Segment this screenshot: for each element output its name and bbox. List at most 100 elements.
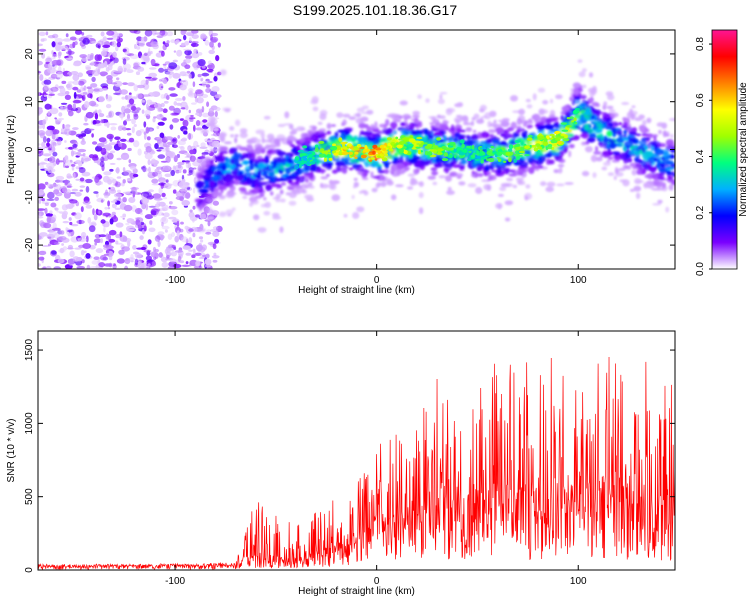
signal-blob (531, 162, 536, 170)
noise-blob (207, 80, 213, 84)
signal-blob (608, 142, 617, 149)
signal-core-blob (347, 143, 353, 147)
noise-blob (69, 250, 75, 258)
signal-blob (220, 188, 224, 194)
signal-blob (614, 167, 619, 174)
signal-blob (663, 152, 671, 160)
noise-blob (180, 146, 185, 151)
signal-blob (607, 172, 615, 177)
noise-blob (71, 188, 79, 192)
signal-blob (232, 154, 240, 162)
noise-blob (73, 91, 77, 99)
noise-blob (124, 258, 131, 265)
signal-core-blob (360, 154, 367, 158)
noise-blob (180, 221, 184, 225)
signal-blob (331, 124, 336, 127)
noise-blob (38, 213, 42, 217)
noise-blob (86, 34, 93, 38)
noise-blob (61, 243, 64, 246)
noise-blob (189, 149, 196, 155)
signal-blob (666, 170, 672, 176)
signal-blob (307, 181, 313, 187)
noise-blob (207, 64, 213, 69)
signal-blob (260, 132, 265, 139)
noise-blob (151, 158, 156, 164)
signal-blob (234, 161, 240, 165)
noise-blob (185, 252, 192, 256)
signal-blob (218, 211, 227, 217)
noise-blob (38, 216, 44, 219)
signal-blob (489, 122, 497, 127)
signal-blob (592, 120, 603, 125)
noise-blob (132, 251, 140, 255)
noise-blob (153, 103, 163, 109)
noise-blob (113, 92, 121, 96)
noise-blob (191, 254, 196, 258)
noise-blob (88, 100, 97, 107)
signal-blob (395, 184, 404, 188)
signal-blob (608, 151, 613, 156)
top-xtick-label: 0 (374, 275, 380, 286)
signal-core-blob (374, 158, 378, 161)
signal-core-blob (433, 149, 437, 154)
signal-blob (340, 132, 346, 140)
signal-blob (447, 186, 452, 192)
noise-blob (96, 209, 103, 216)
signal-blob (658, 129, 662, 135)
noise-blob (58, 236, 67, 241)
noise-blob (72, 103, 77, 110)
signal-blob (357, 170, 367, 175)
noise-blob (140, 221, 145, 226)
signal-blob (524, 130, 528, 135)
signal-core-blob (572, 110, 578, 115)
noise-blob (205, 84, 211, 88)
signal-blob (287, 186, 295, 190)
noise-blob (59, 247, 65, 254)
signal-blob (652, 134, 659, 138)
noise-blob (180, 236, 188, 243)
noise-blob (195, 127, 203, 131)
signal-blob (526, 104, 533, 109)
signal-blob (534, 165, 540, 172)
signal-blob (481, 179, 490, 182)
noise-blob (120, 138, 127, 142)
noise-blob (126, 113, 131, 120)
noise-blob (91, 260, 99, 265)
top-xtick-label: 100 (570, 275, 587, 286)
noise-blob (85, 186, 90, 193)
signal-core-blob (527, 137, 533, 141)
noise-blob (205, 78, 210, 82)
noise-blob (200, 252, 206, 259)
signal-core-blob (330, 146, 338, 151)
signal-blob (434, 122, 443, 129)
noise-blob (129, 98, 135, 105)
noise-blob (105, 66, 110, 72)
noise-blob (43, 222, 52, 229)
noise-blob (207, 150, 211, 154)
noise-blob (171, 209, 179, 216)
signal-core-blob (537, 146, 543, 150)
signal-blob (264, 201, 272, 208)
noise-blob (65, 57, 74, 60)
noise-blob (55, 158, 60, 165)
signal-blob (336, 112, 344, 118)
signal-blob (413, 117, 419, 124)
noise-blob (46, 198, 55, 201)
noise-blob (169, 124, 174, 130)
noise-blob (124, 265, 129, 269)
noise-blob (130, 254, 134, 260)
signal-blob (642, 152, 646, 159)
signal-blob (385, 119, 390, 126)
noise-blob (193, 177, 197, 184)
signal-blob (253, 214, 260, 221)
noise-blob (108, 238, 116, 243)
signal-blob (288, 123, 294, 130)
noise-blob (141, 202, 147, 210)
noise-blob (107, 207, 111, 210)
signal-core-blob (486, 148, 490, 152)
noise-blob (38, 130, 46, 136)
noise-blob (200, 239, 204, 243)
noise-blob (157, 121, 165, 126)
noise-blob (129, 30, 138, 34)
noise-blob (211, 140, 220, 148)
